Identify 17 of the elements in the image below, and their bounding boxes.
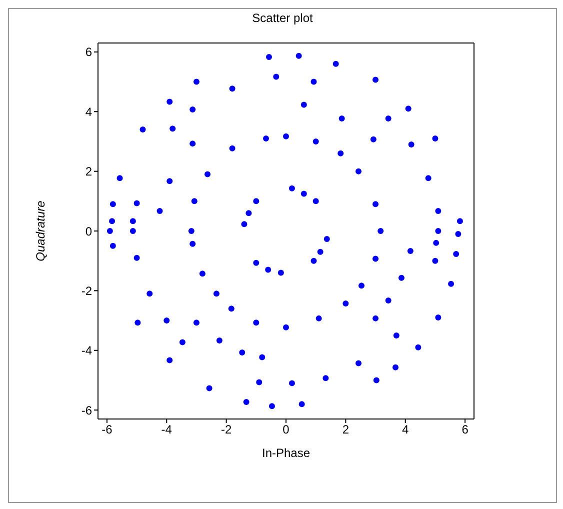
x-tick-label: -4 (161, 422, 172, 437)
y-tick-label: -2 (81, 284, 92, 298)
x-tick-label: -2 (220, 422, 232, 437)
x-tick-label: 0 (282, 422, 290, 437)
y-tick-label: -6 (81, 403, 92, 418)
y-tick-label: -4 (81, 344, 92, 358)
x-tick-label: -6 (102, 422, 113, 437)
y-axis-title: Quadrature (33, 200, 48, 262)
x-axis-title: In-Phase (262, 446, 310, 460)
y-tick-label: 0 (85, 224, 92, 238)
x-tick-label: 2 (342, 422, 350, 437)
y-tick-label: 4 (85, 104, 92, 119)
y-tick-label: 6 (85, 45, 92, 60)
x-tick-label: 6 (462, 422, 469, 437)
y-tick-label: 2 (85, 164, 92, 179)
x-tick-label: 4 (402, 422, 410, 437)
chart-title: Scatter plot (251, 11, 314, 25)
